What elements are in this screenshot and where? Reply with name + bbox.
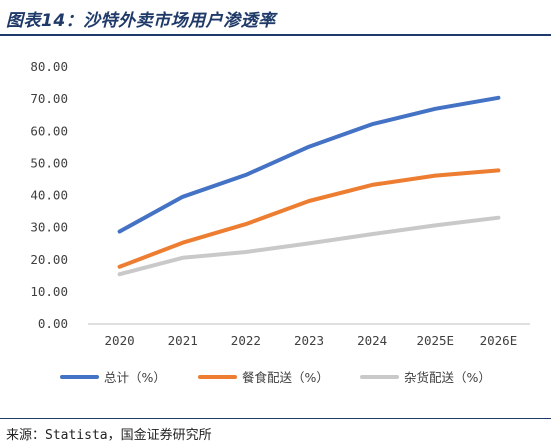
y-tick-label: 70.00 xyxy=(30,91,68,106)
x-tick-label: 2022 xyxy=(231,333,261,348)
series-line-3 xyxy=(117,215,501,277)
x-tick-label: 2020 xyxy=(105,333,135,348)
legend-label-3: 杂货配送（%） xyxy=(404,370,491,385)
y-tick-label: 0.00 xyxy=(38,316,68,331)
source-divider xyxy=(0,418,551,419)
y-tick-label: 80.00 xyxy=(30,59,68,74)
y-tick-label: 30.00 xyxy=(30,220,68,235)
y-tick-label: 10.00 xyxy=(30,284,68,299)
y-tick-label: 60.00 xyxy=(30,123,68,138)
x-tick-label: 2025E xyxy=(416,333,454,348)
x-tick-label: 2021 xyxy=(168,333,198,348)
legend-label-1: 总计（%） xyxy=(104,370,166,385)
source-note: 来源：Statista，国金证券研究所 xyxy=(6,428,212,443)
legend-label-2: 餐食配送（%） xyxy=(242,370,329,385)
x-tick-label: 2023 xyxy=(294,333,324,348)
y-tick-label: 50.00 xyxy=(30,155,68,170)
title-divider xyxy=(0,34,551,36)
y-tick-label: 40.00 xyxy=(30,188,68,203)
figure-title: 图表14：沙特外卖市场用户渗透率 xyxy=(6,11,276,31)
series-line-2 xyxy=(117,168,501,269)
series-line-1 xyxy=(117,95,501,234)
figure-header: 图表14：沙特外卖市场用户渗透率 xyxy=(0,0,551,36)
line-chart: 0.00 10.00 20.00 30.00 40.00 50.00 60.00 70.00 8… xyxy=(30,59,530,385)
x-tick-label: 2026E xyxy=(480,333,518,348)
y-tick-label: 20.00 xyxy=(30,252,68,267)
x-tick-label: 2024 xyxy=(357,333,387,348)
